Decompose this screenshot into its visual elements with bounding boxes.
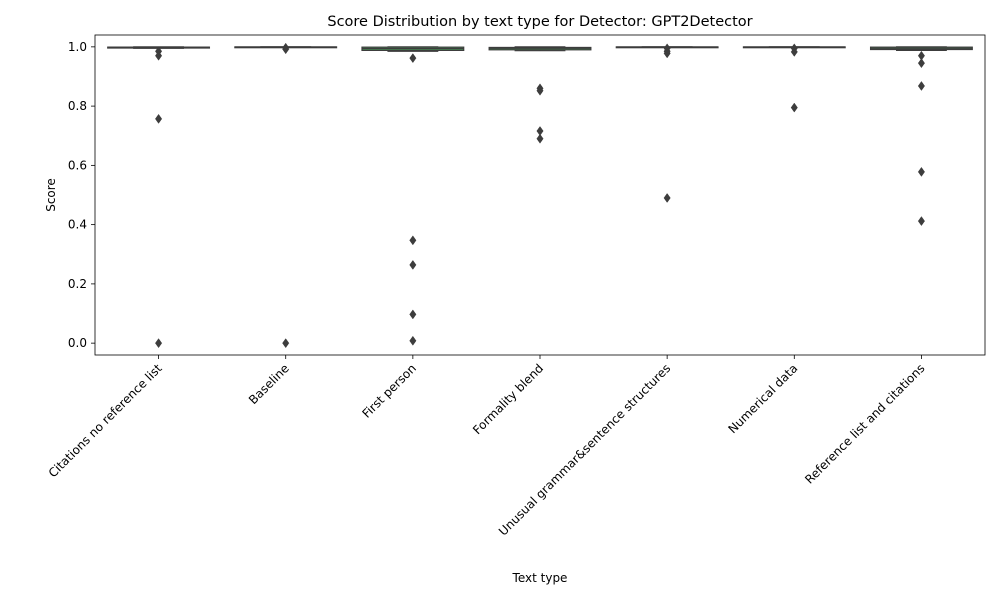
plot-area [95, 35, 985, 355]
plot-frame [94, 34, 986, 356]
y-axis: 0.0 0.2 0.4 0.6 0.8 1.0 [68, 40, 95, 350]
outlier-point [155, 113, 163, 124]
outlier-point [409, 235, 417, 246]
y-tick-label: 0.0 [68, 336, 87, 350]
outlier-point [409, 259, 417, 270]
box-group-4 [488, 46, 592, 52]
y-tick-label: 1.0 [68, 40, 87, 54]
outlier-point [409, 335, 417, 346]
outlier-point [917, 81, 925, 91]
outlier-point [155, 50, 163, 61]
y-axis-label: Score [44, 178, 58, 212]
x-axis: Citations no reference list Baseline First… [46, 355, 928, 539]
outlier-point [409, 309, 417, 320]
x-tick-label: Numerical data [725, 361, 800, 436]
outlier-point [790, 102, 798, 113]
outlier-point [663, 193, 671, 203]
y-tick-label: 0.4 [68, 218, 87, 232]
outlier-point [917, 216, 925, 227]
outlier-point [917, 58, 925, 69]
x-axis-label: Text type [512, 571, 568, 585]
x-tick-label: Citations no reference list [46, 361, 165, 480]
box-group-3 [361, 46, 465, 52]
fliers-layer [155, 42, 925, 349]
box-group-7 [869, 46, 973, 52]
y-tick-label: 0.8 [68, 99, 87, 113]
outlier-point [282, 44, 290, 55]
outlier-point [409, 53, 417, 64]
y-tick-label: 0.6 [68, 158, 87, 172]
outlier-point [917, 166, 925, 177]
chart-title: Score Distribution by text type for Dete… [327, 14, 752, 30]
x-tick-label: First person [359, 361, 419, 421]
y-tick-label: 0.2 [68, 277, 87, 291]
outlier-point [663, 48, 671, 59]
x-tick-label: Reference list and citations [802, 361, 927, 486]
x-tick-label: Formality blend [470, 361, 546, 437]
x-tick-label: Baseline [246, 361, 292, 407]
outlier-point [790, 46, 798, 57]
outlier-point [282, 338, 290, 349]
outlier-point [536, 133, 544, 144]
outlier-point [155, 338, 163, 349]
outlier-point [536, 85, 544, 96]
